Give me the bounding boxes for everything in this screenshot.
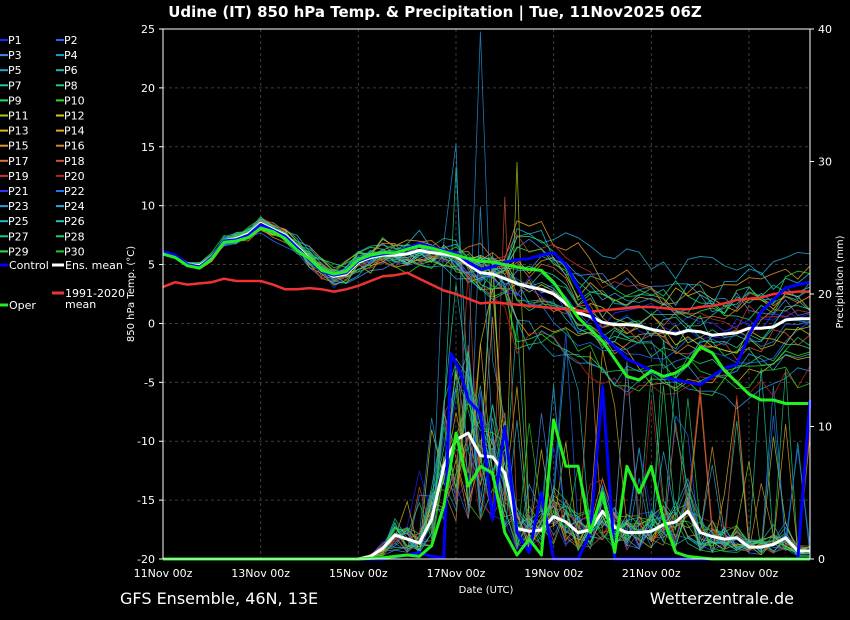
y-tick-label: 10 (141, 200, 155, 213)
y2-axis-label: Precipitation (mm) (835, 235, 846, 328)
legend-label: Ens. mean (65, 259, 123, 272)
legend-label: Oper (9, 299, 36, 312)
footer-site: Wetterzentrale.de (650, 589, 794, 608)
1991-2020-mean-temp-line (162, 271, 810, 313)
control-precip-line (163, 352, 812, 561)
legend-label: P7 (8, 79, 22, 92)
legend-label: P12 (64, 110, 85, 123)
x-tick-label: 13Nov 00z (231, 567, 290, 580)
y2-tick-label: 20 (818, 288, 832, 301)
legend-label: P24 (64, 200, 85, 213)
legend-label: P19 (8, 170, 29, 183)
legend-label: P26 (64, 215, 85, 228)
legend-label: P29 (8, 245, 29, 258)
y-axis-label: 850 hPa Temp. (°C) (126, 246, 137, 342)
legend-label: P3 (8, 49, 22, 62)
legend: P1 P2 P3 P4 P5 P6 P7 P8 P9 P10 P11 P12 P13 P14 P15 P16 P… (0, 34, 125, 312)
legend-label: P8 (64, 79, 78, 92)
ensemble-members-layer (162, 31, 811, 560)
legend-label: P16 (64, 140, 85, 153)
legend-label: P28 (64, 230, 85, 243)
legend-label: P13 (8, 125, 29, 138)
y2-tick-label: 10 (818, 421, 832, 434)
oper-precip-line (163, 418, 810, 561)
legend-label: P11 (8, 110, 29, 123)
y2-tick-label: 40 (818, 23, 832, 36)
x-tick-label: 15Nov 00z (329, 567, 388, 580)
axis-layer: 25 20 15 10 5 0 -5 -10 -15 -20 40 30 20 10 0 11Nov 00z 1… (134, 23, 832, 580)
legend-label: P30 (64, 245, 85, 258)
oper-temp-line (162, 226, 810, 405)
legend-label: P15 (8, 140, 29, 153)
legend-label: P22 (64, 185, 85, 198)
x-tick-label: 23Nov 00z (720, 567, 779, 580)
y2-tick-label: 30 (818, 156, 832, 169)
y-tick-label: -10 (137, 435, 155, 448)
ensemble-member-temp-line (162, 232, 811, 364)
footer-source: GFS Ensemble, 46N, 13E (120, 589, 318, 608)
y2-tick-label: 0 (818, 553, 825, 566)
ensemble-member-temp-line (162, 218, 811, 370)
legend-label: P10 (64, 94, 85, 107)
x-tick-label: 21Nov 00z (622, 567, 681, 580)
x-tick-label: 19Nov 00z (524, 567, 583, 580)
legend-label: P14 (64, 125, 85, 138)
legend-label: Control (9, 259, 49, 272)
y-tick-label: -20 (137, 553, 155, 566)
y-tick-label: 5 (148, 259, 155, 272)
y-tick-label: -5 (144, 376, 155, 389)
legend-label: P9 (8, 94, 22, 107)
y-tick-label: 20 (141, 82, 155, 95)
ensemble-member-temp-line (162, 226, 811, 330)
legend-label: P2 (64, 34, 78, 47)
ensemble-member-temp-line (162, 217, 811, 397)
ensemble-member-temp-line (162, 225, 811, 354)
legend-label: P27 (8, 230, 29, 243)
legend-label: P6 (64, 64, 78, 77)
legend-label: P17 (8, 155, 29, 168)
ensemble-member-precip-line (163, 269, 811, 560)
y-tick-label: 15 (141, 141, 155, 154)
chart-title: Udine (IT) 850 hPa Temp. & Precipitation… (168, 3, 702, 22)
legend-label: P4 (64, 49, 78, 62)
x-tick-label: 11Nov 00z (134, 567, 193, 580)
control-temp-line (162, 223, 811, 387)
legend-label: P21 (8, 185, 29, 198)
x-axis-label: Date (UTC) (459, 585, 514, 596)
ensemble-member-temp-line (162, 216, 811, 307)
y-tick-label: 0 (148, 317, 155, 330)
ensemble-member-temp-line (162, 228, 811, 396)
legend-label: P20 (64, 170, 85, 183)
x-tick-label: 17Nov 00z (427, 567, 486, 580)
legend-label: mean (65, 298, 96, 311)
legend-label: P23 (8, 200, 29, 213)
legend-label: P1 (8, 34, 22, 47)
y-tick-label: -15 (137, 494, 155, 507)
y-tick-label: 25 (141, 23, 155, 36)
legend-label: 1991-2020 (65, 287, 125, 300)
legend-label: P5 (8, 64, 22, 77)
legend-label: P18 (64, 155, 85, 168)
legend-label: P25 (8, 215, 29, 228)
